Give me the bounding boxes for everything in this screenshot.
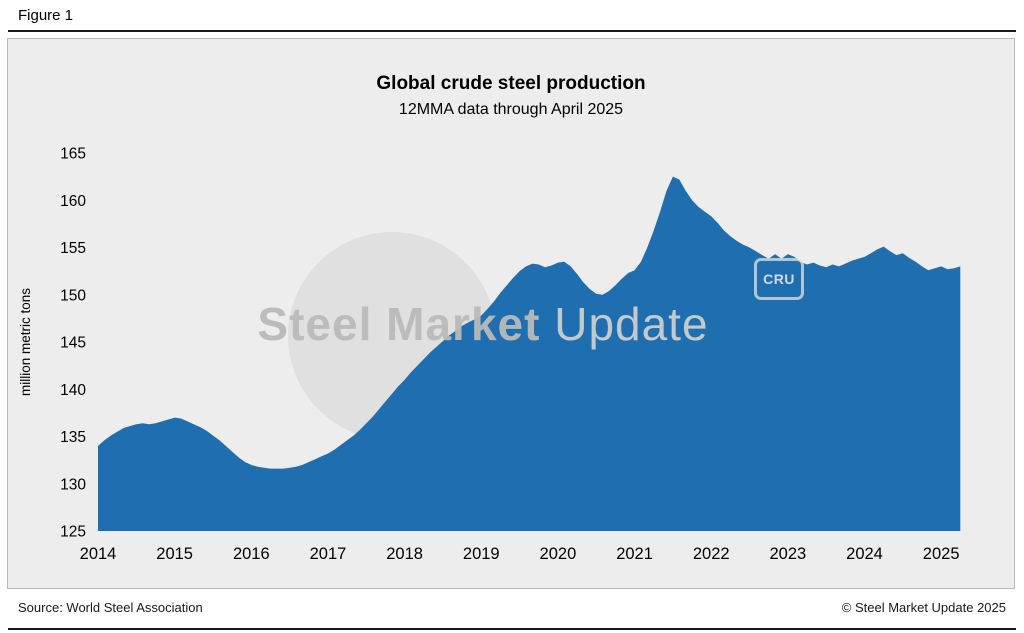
chart-title: Global crude steel production (376, 73, 646, 94)
chart-subtitle: 12MMA data through April 2025 (398, 101, 624, 118)
y-tick-label: 125 (60, 524, 86, 541)
x-tick-label: 2020 (540, 545, 577, 563)
source-note: Source: World Steel Association (18, 600, 203, 615)
steel-production-area-series (98, 176, 961, 531)
x-tick-label: 2022 (693, 545, 730, 563)
plot-area: 125 130 135 140 145 150 155 160 165 2014 2015 2016 2… (60, 146, 961, 563)
x-tick-label: 2024 (846, 545, 883, 563)
y-tick-label: 130 (60, 476, 86, 493)
bottom-divider (8, 628, 1016, 630)
y-tick-label: 165 (60, 146, 86, 163)
y-tick-label: 135 (60, 429, 86, 446)
x-tick-label: 2018 (386, 545, 423, 563)
x-tick-label: 2023 (770, 545, 807, 563)
y-tick-label: 155 (60, 240, 86, 257)
x-tick-label: 2014 (80, 545, 117, 563)
cru-logo-watermark: CRU (754, 258, 804, 300)
x-tick-label: 2016 (233, 545, 270, 563)
y-tick-label: 140 (60, 382, 86, 399)
figure-label: Figure 1 (18, 7, 74, 24)
x-tick-label: 2019 (463, 545, 500, 563)
top-divider (8, 30, 1016, 32)
x-tick-label: 2025 (923, 545, 960, 563)
y-tick-label: 145 (60, 335, 86, 352)
chart-panel: Global crude steel production 12MMA data… (7, 38, 1015, 589)
x-tick-label: 2017 (310, 545, 347, 563)
x-tick-label: 2015 (156, 545, 193, 563)
y-tick-label: 150 (60, 287, 86, 304)
copyright-note: © Steel Market Update 2025 (841, 600, 1006, 615)
y-tick-label: 160 (60, 193, 86, 210)
x-tick-label: 2021 (616, 545, 653, 563)
